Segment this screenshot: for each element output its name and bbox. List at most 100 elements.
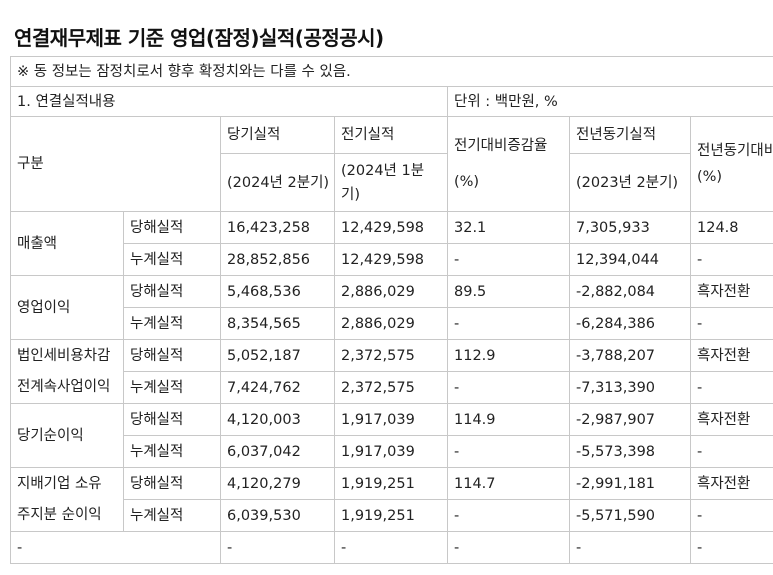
cell-current: 6,039,530	[220, 499, 335, 532]
cell-yoy-change: 흑자전환	[689, 403, 773, 436]
row-type: 당해실적	[123, 275, 221, 308]
header-row-bottom: (2024년 2분기) (2024년 1분기) (2023년 2분기)	[11, 153, 773, 212]
cell-current: 28,852,856	[220, 243, 335, 276]
header-previous-period-label: (2024년 1분기)	[341, 162, 425, 203]
cell-previous: 2,886,029	[334, 307, 448, 340]
cell-yoy-change: -	[689, 499, 773, 532]
cell-qoq: -	[447, 371, 570, 404]
cell-current: 4,120,279	[220, 467, 335, 500]
header-category: 구분	[10, 116, 221, 212]
cell-current: 5,052,187	[220, 339, 335, 372]
cell-yoy: -6,284,386	[569, 307, 691, 340]
cell-qoq: -	[447, 499, 570, 532]
header-row-top: 구분 당기실적 전기실적 전기대비증감율 (%) 전년동기실적 전년동기대비증감…	[10, 116, 773, 212]
page-title: 연결재무제표 기준 영업(잠정)실적(공정공시)	[14, 26, 384, 50]
row-type: 누계실적	[123, 435, 221, 468]
row-type: 누계실적	[123, 243, 221, 276]
row-type: 누계실적	[123, 307, 221, 340]
cell-previous: 1,919,251	[334, 467, 448, 500]
cell-qoq: -	[447, 243, 570, 276]
cell-current: 4,120,003	[220, 403, 335, 436]
cell-yoy: -5,573,398	[569, 435, 691, 468]
table-row: 매출액 당해실적 16,423,258 12,429,598 32.1 7,30…	[10, 211, 773, 276]
table-row: 주지분 순이익 누계실적 6,039,530 1,919,251 - -5,57…	[10, 499, 773, 532]
cell-previous: 1,919,251	[334, 499, 448, 532]
row-type: 당해실적	[123, 467, 221, 500]
cell-current: 6,037,042	[220, 435, 335, 468]
cell-yoy: -2,987,907	[569, 403, 691, 436]
row-type: 당해실적	[123, 211, 221, 244]
cell-current: 7,424,762	[220, 371, 335, 404]
header-qoq: 전기대비증감율 (%)	[447, 116, 570, 212]
table-row: 전계속사업이익 누계실적 7,424,762 2,372,575 - -7,31…	[10, 371, 773, 404]
cell-empty-previous: -	[334, 531, 448, 564]
cell-qoq: 89.5	[447, 275, 570, 308]
row-name-line2: 전계속사업이익	[10, 371, 124, 404]
cell-yoy: 7,305,933	[569, 211, 691, 244]
section-label: 1. 연결실적내용	[10, 86, 448, 117]
cell-empty-current: -	[220, 531, 335, 564]
cell-yoy: 12,394,044	[569, 243, 691, 276]
cell-yoy-change: 흑자전환	[689, 339, 773, 372]
cell-empty-yoy: -	[569, 531, 691, 564]
row-name: 당기순이익	[10, 403, 124, 468]
table-row: 지배기업 소유 당해실적 4,120,279 1,919,251 114.7 -…	[10, 467, 773, 500]
header-yoy-change: 전년동기대비증감율(%)	[689, 116, 773, 212]
table-row: 당기순이익 당해실적 4,120,003 1,917,039 114.9 -2,…	[10, 403, 773, 468]
cell-yoy: -5,571,590	[569, 499, 691, 532]
cell-yoy: -7,313,390	[569, 371, 691, 404]
header-qoq-label: 전기대비증감율	[454, 138, 548, 154]
row-name-line1: 지배기업 소유	[10, 467, 124, 500]
table-row: 법인세비용차감 당해실적 5,052,187 2,372,575 112.9 -…	[10, 339, 773, 372]
notice-text: ※ 동 정보는 잠정치로서 향후 확정치와는 다를 수 있음.	[9, 56, 773, 87]
cell-qoq: 114.7	[447, 467, 570, 500]
table-row: 누계실적 28,852,856 12,429,598 - 12,394,044 …	[11, 243, 773, 276]
cell-qoq: -	[447, 307, 570, 340]
cell-yoy: -2,882,084	[569, 275, 691, 308]
cell-yoy: -3,788,207	[569, 339, 691, 372]
header-current: 당기실적	[220, 116, 335, 154]
cell-empty-category: -	[10, 531, 221, 564]
table-row-empty: - - - - - -	[10, 531, 773, 564]
cell-yoy-change: 흑자전환	[689, 467, 773, 500]
cell-qoq: 114.9	[447, 403, 570, 436]
row-type: 당해실적	[123, 339, 221, 372]
row-type: 당해실적	[123, 403, 221, 436]
cell-previous: 12,429,598	[334, 211, 448, 244]
cell-current: 16,423,258	[220, 211, 335, 244]
results-table: ※ 동 정보는 잠정치로서 향후 확정치와는 다를 수 있음. 1. 연결실적내…	[9, 56, 773, 564]
cell-previous: 12,429,598	[334, 243, 448, 276]
row-name-line1: 법인세비용차감	[10, 339, 124, 372]
row-name-line2: 주지분 순이익	[10, 499, 124, 532]
header-yoy-period: (2023년 2분기)	[569, 153, 691, 212]
table-row: 누계실적 8,354,565 2,886,029 - -6,284,386 -	[11, 307, 773, 340]
cell-yoy-change: 흑자전환	[689, 275, 773, 308]
cell-previous: 1,917,039	[334, 435, 448, 468]
cell-yoy-change: -	[689, 243, 773, 276]
cell-yoy-change: -	[689, 307, 773, 340]
cell-previous: 2,886,029	[334, 275, 448, 308]
cell-qoq: 112.9	[447, 339, 570, 372]
cell-yoy-change: 124.8	[689, 211, 773, 244]
cell-current: 8,354,565	[220, 307, 335, 340]
cell-yoy-change: -	[689, 435, 773, 468]
header-previous: 전기실적	[334, 116, 448, 154]
header-yoy-change-label: 전년동기대비증감율(%)	[697, 143, 773, 185]
header-qoq-unit: (%)	[454, 174, 480, 190]
header-previous-period: (2024년 1분기)	[334, 153, 448, 212]
cell-yoy: -2,991,181	[569, 467, 691, 500]
cell-empty-qoq: -	[447, 531, 570, 564]
cell-previous: 2,372,575	[334, 371, 448, 404]
table-row: 누계실적 6,037,042 1,917,039 - -5,573,398 -	[11, 435, 773, 468]
unit-label: 단위 : 백만원, %	[446, 86, 773, 117]
cell-previous: 2,372,575	[334, 339, 448, 372]
cell-empty-yoy-change: -	[689, 531, 773, 564]
row-name: 매출액	[10, 211, 124, 276]
row-type: 누계실적	[123, 371, 221, 404]
cell-yoy-change: -	[689, 371, 773, 404]
table-row: 영업이익 당해실적 5,468,536 2,886,029 89.5 -2,88…	[10, 275, 773, 340]
header-yoy: 전년동기실적	[569, 116, 691, 154]
cell-qoq: 32.1	[447, 211, 570, 244]
row-type: 누계실적	[123, 499, 221, 532]
section-row: 1. 연결실적내용 단위 : 백만원, %	[10, 86, 773, 117]
